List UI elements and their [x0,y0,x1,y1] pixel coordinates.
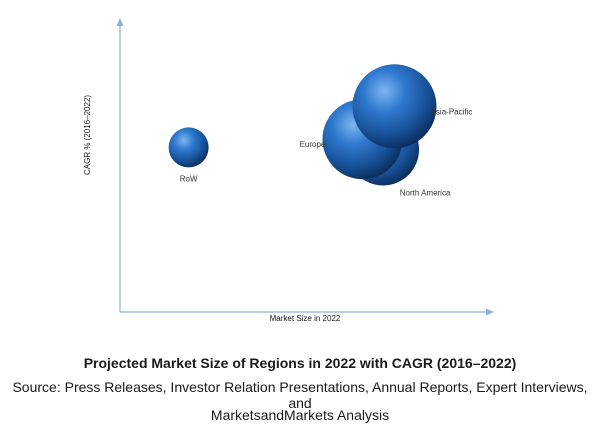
bubble-row [168,127,209,168]
figure-source-line-2: MarketsandMarkets Analysis [210,407,390,423]
bubble-label-asia-pacific: Asia-Pacific [431,107,473,116]
y-axis-arrow [116,18,124,26]
x-axis-label: Market Size in 2022 [270,314,341,323]
bubble-label-europe: Europe [300,140,326,149]
figure-title: Projected Market Size of Regions in 2022… [83,355,517,371]
bubble-asia-pacific [352,64,437,149]
figure-source-line-1: Source: Press Releases, Investor Relatio… [12,379,588,411]
x-axis-arrow [486,308,494,316]
bubble-label-north-america: North America [400,188,451,197]
y-axis-label: CAGR % (2016–2022) [83,95,92,175]
bubble-chart: RoW Europe North America Asia-Pacific Marke… [83,18,494,323]
bubble-label-row: RoW [180,174,198,183]
chart-canvas: RoW Europe North America Asia-Pacific Marke… [83,18,494,323]
